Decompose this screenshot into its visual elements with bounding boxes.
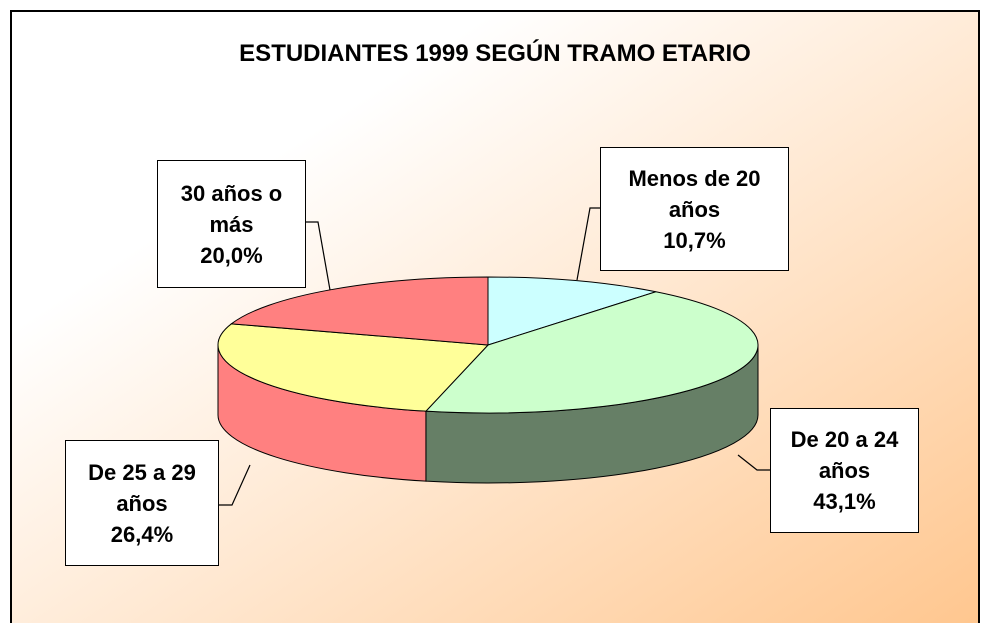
data-label: De 25 a 29 años 26,4% [65, 440, 219, 566]
data-label: 30 años o más 20,0% [157, 160, 306, 288]
value-label: 10,7% [663, 227, 726, 253]
value-label: 20,0% [200, 242, 263, 268]
leader-line [219, 464, 251, 506]
category-label: 30 años o más [180, 180, 283, 237]
data-label: De 20 a 24 años 43,1% [770, 408, 919, 533]
leader-line [306, 221, 331, 291]
category-label: De 20 a 24 años [790, 427, 899, 483]
value-label: 43,1% [813, 489, 876, 514]
slice [424, 291, 759, 414]
data-label: Menos de 20 años 10,7% [600, 147, 789, 271]
pie [217, 276, 759, 484]
category-label: Menos de 20 años [628, 165, 761, 222]
chart-title: ESTUDIANTES 1999 SEGÚN TRAMO ETARIO [239, 40, 751, 67]
leader-lines [219, 207, 770, 506]
category-label: De 25 a 29 años [88, 459, 196, 516]
leader-line [576, 207, 600, 281]
slice [217, 323, 490, 412]
value-label: 26,4% [110, 521, 174, 547]
leader-line [737, 454, 770, 471]
slice [487, 276, 657, 346]
